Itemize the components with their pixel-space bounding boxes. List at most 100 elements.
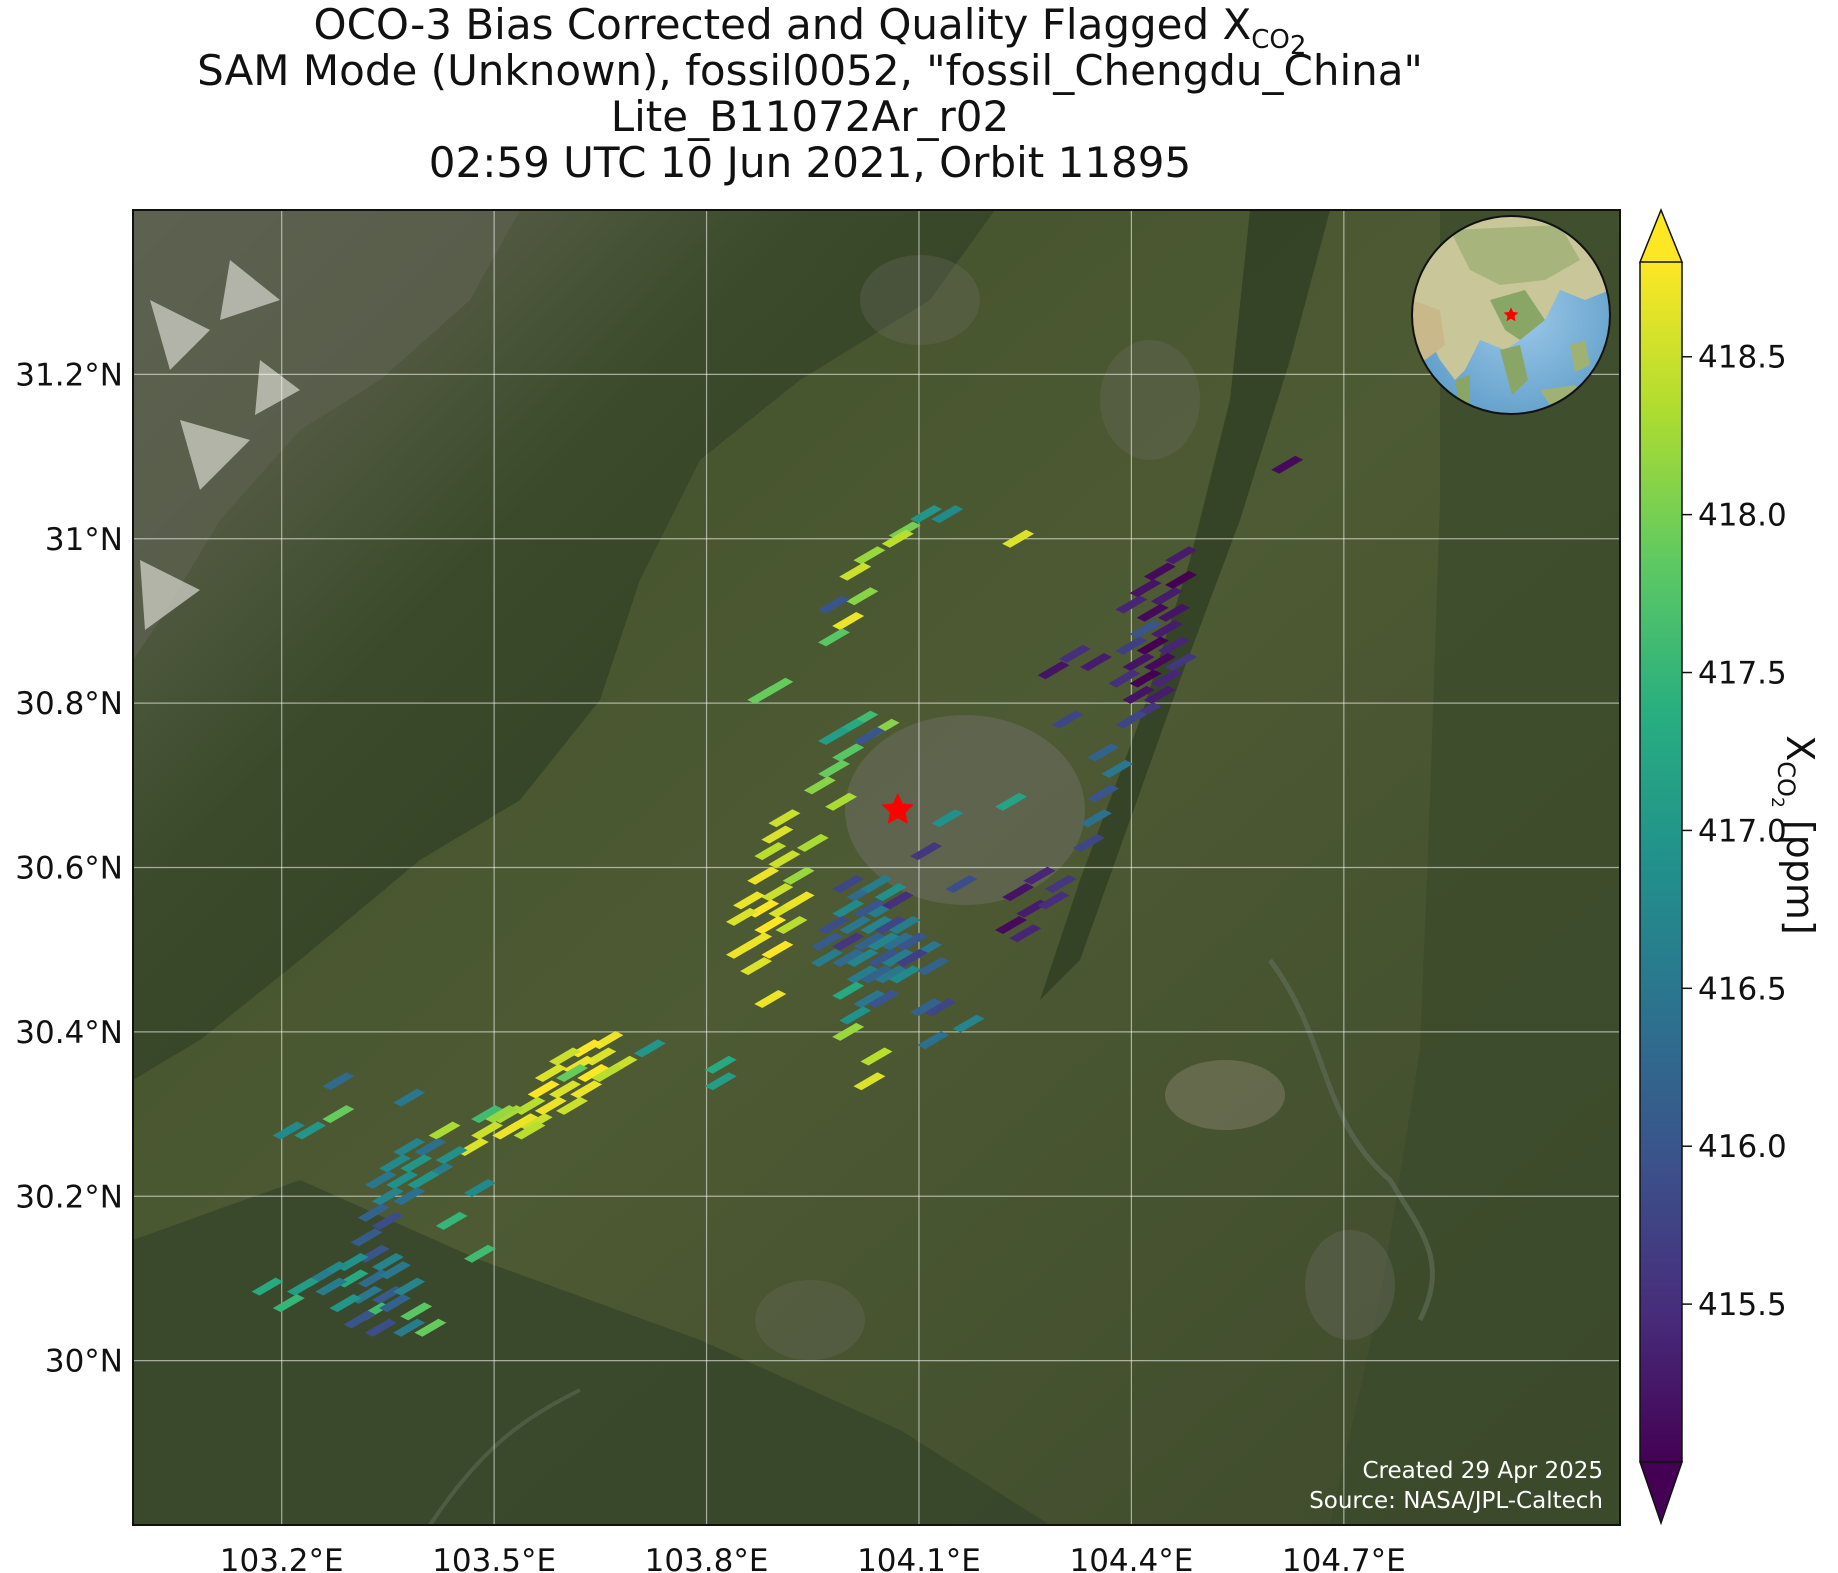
xco2-footprint [393,1088,426,1107]
xco2-footprint [910,842,943,861]
xco2-footprint [272,1121,305,1140]
xco2-footprint [371,1253,404,1271]
lat-tick-label: 30.8°N [15,686,123,722]
xco2-footprint [386,1170,419,1189]
xco2-footprint [414,1318,447,1337]
xco2-footprint [393,1318,426,1337]
xco2-footprint [931,809,964,828]
xco2-footprint [1143,685,1176,704]
xco2-footprint [860,916,893,935]
xco2-footprint [414,1137,447,1156]
xco2-footprint [534,1063,567,1082]
xco2-footprint [251,1277,284,1296]
xco2-footprint [378,1261,411,1280]
xco2-footprint [1101,759,1134,778]
colorbar-label: XCO2 [ppm] [1767,735,1822,935]
xco2-footprint [874,916,907,935]
xco2-footprint [393,1137,426,1156]
xco2-footprint [294,1121,327,1140]
xco2-footprint [463,1179,496,1198]
xco2-footprint [846,948,879,967]
colorbar-tick-label: 417.0 [1698,813,1787,849]
lat-tick-label: 30°N [45,1344,123,1380]
xco2-footprint [818,595,851,614]
xco2-footprint [853,899,886,918]
xco2-footprint [364,1170,397,1189]
xco2-footprint [1150,587,1183,606]
xco2-footprint [1108,669,1141,688]
xco2-footprint [818,628,851,647]
xco2-footprint [1037,891,1070,910]
xco2-footprint [853,1072,886,1091]
xco2-footprint [853,990,886,1008]
lat-tick-label: 30.6°N [15,851,123,887]
lat-tick-label: 30.2°N [15,1179,123,1215]
xco2-footprint [853,727,886,745]
xco2-footprint [322,1105,355,1124]
longitude-tick-labels: 103.2°E 103.5°E 103.8°E 104.1°E 104.4°E 104.7… [220,1543,1406,1573]
xco2-footprint [1150,669,1183,688]
colorbar-extend-top [1638,207,1684,263]
xco2-footprint [931,505,964,524]
xco2-footprint [492,1121,525,1140]
xco2-footprint [775,916,808,935]
xco2-footprint [825,792,858,811]
xco2-footprint [1129,620,1162,639]
xco2-footprint [832,899,865,918]
xco2-footprint [1122,653,1155,672]
xco2-footprint [393,1277,426,1296]
xco2-footprint [1051,710,1084,729]
xco2-footprint [371,1211,404,1230]
lon-tick-label: 103.2°E [220,1543,344,1573]
xco2-footprint [874,965,907,984]
xco2-footprint [832,932,865,951]
xco2-footprint [867,990,900,1008]
xco2-footprint [1115,595,1148,614]
xco2-footprint [548,1047,581,1066]
xco2-footprint [832,743,865,762]
xco2-footprint [548,1080,581,1099]
xco2-footprint [471,1121,504,1140]
xco2-footprint [435,1211,468,1230]
colorbar-tick-label: 416.5 [1698,971,1787,1007]
figure-title: OCO-3 Bias Corrected and Quality Flagged… [0,2,1620,186]
xco2-footprint [1009,924,1042,943]
xco2-footprint [556,1063,589,1082]
colorbar: 415.5 416.0 416.5 417.0 417.5 418.0 418.5 XCO2… [1638,207,1822,1526]
xco2-footprint [895,932,928,951]
xco2-footprint [364,1318,397,1337]
xco2-footprint [895,948,928,967]
xco2-footprint [315,1277,348,1296]
xco2-footprint [917,957,950,976]
colorbar-label-unit: [ppm] [1778,808,1822,935]
xco2-footprint [435,1146,468,1165]
xco2-footprint [343,1310,376,1329]
xco2-footprint [1087,784,1120,803]
xco2-footprint [846,587,879,606]
xco2-footprint [754,842,787,861]
xco2-footprint [860,874,893,893]
xco2-footprint [867,932,900,951]
inset-globe [1411,215,1611,415]
xco2-footprint [853,932,886,951]
xco2-footprint [570,1080,603,1099]
xco2-footprint [874,883,907,902]
xco2-footprint [818,727,851,745]
xco2-footprint [733,891,766,910]
xco2-footprint [725,940,758,959]
xco2-footprint [1037,661,1070,680]
xco2-footprint [1150,620,1183,639]
latitude-tick-labels: 30°N 30.2°N 30.4°N 30.6°N 30.8°N 31°N 31.2°N [15,357,123,1379]
xco2-footprint [1136,603,1169,622]
xco2-footprint [378,1294,411,1313]
target-star-marker [881,792,914,824]
xco2-footprint [471,1105,504,1124]
xco2-footprint [1129,669,1162,688]
xco2-footprint [393,1187,426,1206]
xco2-footprint [881,529,914,548]
lon-tick-label: 103.5°E [432,1543,556,1573]
title-line-1-subsub: 2 [1289,31,1307,62]
xco2-footprint [803,776,836,795]
xco2-footprint [1136,636,1169,655]
xco2-footprint [832,874,865,893]
